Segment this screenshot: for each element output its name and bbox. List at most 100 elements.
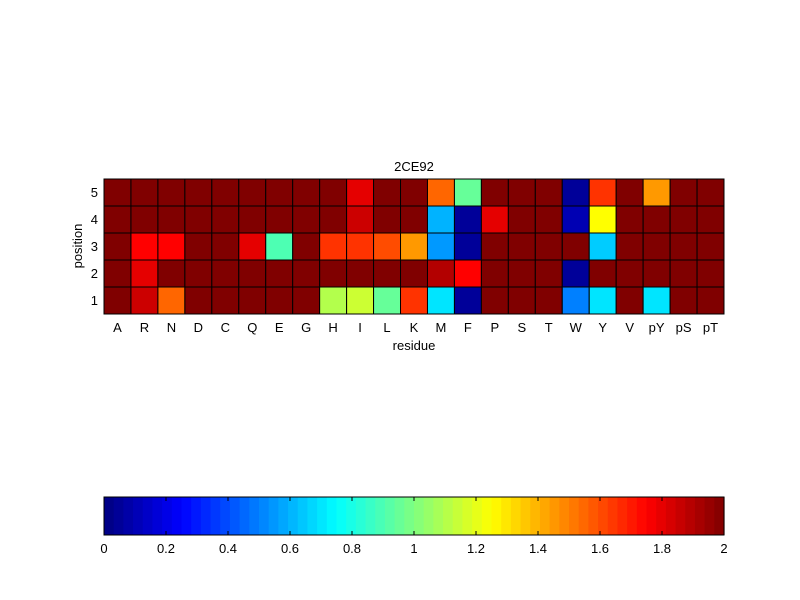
colorbar-tick-label: 1 [410, 541, 417, 556]
colorbar-segment [365, 497, 376, 535]
chart-title: 2CE92 [394, 159, 434, 174]
colorbar-segment [181, 497, 192, 535]
colorbar-tick-label: 0.6 [281, 541, 299, 556]
heatmap-cell [507, 232, 536, 261]
heatmap-cell [157, 259, 186, 288]
colorbar-tick-label: 0.2 [157, 541, 175, 556]
heatmap-cell [669, 259, 698, 288]
colorbar-tick-label: 1.4 [529, 541, 547, 556]
colorbar-segment [627, 497, 638, 535]
colorbar-segment [520, 497, 531, 535]
x-axis-label: residue [393, 338, 436, 353]
colorbar-segment [423, 497, 434, 535]
heatmap-cell [292, 205, 321, 234]
colorbar-segment [171, 497, 183, 535]
heatmap-cell [265, 178, 294, 207]
colorbar-segment [433, 497, 444, 535]
heatmap-cell [453, 259, 482, 288]
heatmap-cell [588, 178, 617, 207]
colorbar-segment [646, 497, 657, 535]
heatmap-cell [588, 286, 617, 315]
x-tick-label: A [113, 320, 122, 335]
colorbar-segment [598, 497, 609, 535]
heatmap-cell [184, 232, 213, 261]
heatmap-cell [238, 232, 267, 261]
heatmap-cell [453, 178, 482, 207]
colorbar-segment [607, 497, 619, 535]
heatmap-cell [346, 259, 375, 288]
heatmap-cell [373, 178, 402, 207]
colorbar-segment [656, 497, 667, 535]
heatmap-cell [400, 286, 428, 315]
colorbar-segment [414, 497, 425, 535]
heatmap-cell [453, 286, 482, 315]
heatmap-cell [615, 178, 644, 207]
x-tick-label: M [436, 320, 447, 335]
colorbar-segment [704, 497, 715, 535]
heatmap-cell [534, 232, 563, 261]
colorbar-segment [336, 497, 347, 535]
colorbar-segment [491, 497, 502, 535]
heatmap-cell [103, 178, 132, 207]
y-tick-label: 5 [91, 185, 98, 200]
x-tick-label: C [221, 320, 230, 335]
x-tick-label: pS [676, 320, 692, 335]
heatmap-cell [130, 286, 159, 315]
heatmap-cell [642, 232, 671, 261]
colorbar-segment [559, 497, 570, 535]
heatmap-cell [319, 178, 348, 207]
colorbar-segment [210, 497, 221, 535]
heatmap-cell [480, 232, 509, 261]
x-tick-label: Y [598, 320, 607, 335]
heatmap-cell [184, 205, 213, 234]
heatmap-cell [669, 286, 698, 315]
heatmap-cell [534, 286, 563, 315]
heatmap-cell [534, 205, 563, 234]
heatmap-cell [669, 178, 698, 207]
heatmap-cell [319, 205, 348, 234]
colorbar-tick-label: 2 [720, 541, 727, 556]
heatmap-cell [373, 286, 402, 315]
colorbar-segment [297, 497, 309, 535]
heatmap-cell [426, 205, 455, 234]
heatmap-cell [346, 205, 375, 234]
colorbar-tick-label: 0.8 [343, 541, 361, 556]
colorbar-segment [481, 497, 493, 535]
colorbar-tick-label: 0.4 [219, 541, 237, 556]
heatmap-cell [103, 286, 132, 315]
heatmap-cell [615, 286, 644, 315]
colorbar-segment [152, 497, 163, 535]
heatmap-cell [346, 286, 375, 315]
heatmap-cell [696, 205, 725, 234]
heatmap-cell [130, 205, 159, 234]
colorbar-segment [685, 497, 696, 535]
colorbar-segment [268, 497, 279, 535]
colorbar-segment [714, 497, 725, 535]
heatmap-cell [130, 259, 159, 288]
colorbar-segment [549, 497, 560, 535]
y-tick-labels: 5 4 3 2 1 [91, 185, 98, 308]
colorbar-segment [375, 497, 386, 535]
colorbar-segment [404, 497, 415, 535]
x-tick-label: D [194, 320, 203, 335]
colorbar-segment [636, 497, 648, 535]
heatmap [103, 178, 725, 315]
heatmap-cell [157, 286, 186, 315]
x-tick-label: S [517, 320, 526, 335]
heatmap-cell [157, 205, 186, 234]
y-tick-label: 1 [91, 293, 98, 308]
plot-frame [103, 178, 725, 315]
heatmap-cell [184, 286, 213, 315]
heatmap-cell [265, 232, 294, 261]
heatmap-cell [615, 259, 644, 288]
colorbar-segment [259, 497, 270, 535]
heatmap-cell [211, 178, 240, 207]
x-tick-label: R [140, 320, 149, 335]
colorbar-segment [443, 497, 454, 535]
x-tick-label: Q [247, 320, 257, 335]
heatmap-cell [588, 232, 617, 261]
heatmap-cell [400, 205, 428, 234]
heatmap-cell [265, 286, 294, 315]
